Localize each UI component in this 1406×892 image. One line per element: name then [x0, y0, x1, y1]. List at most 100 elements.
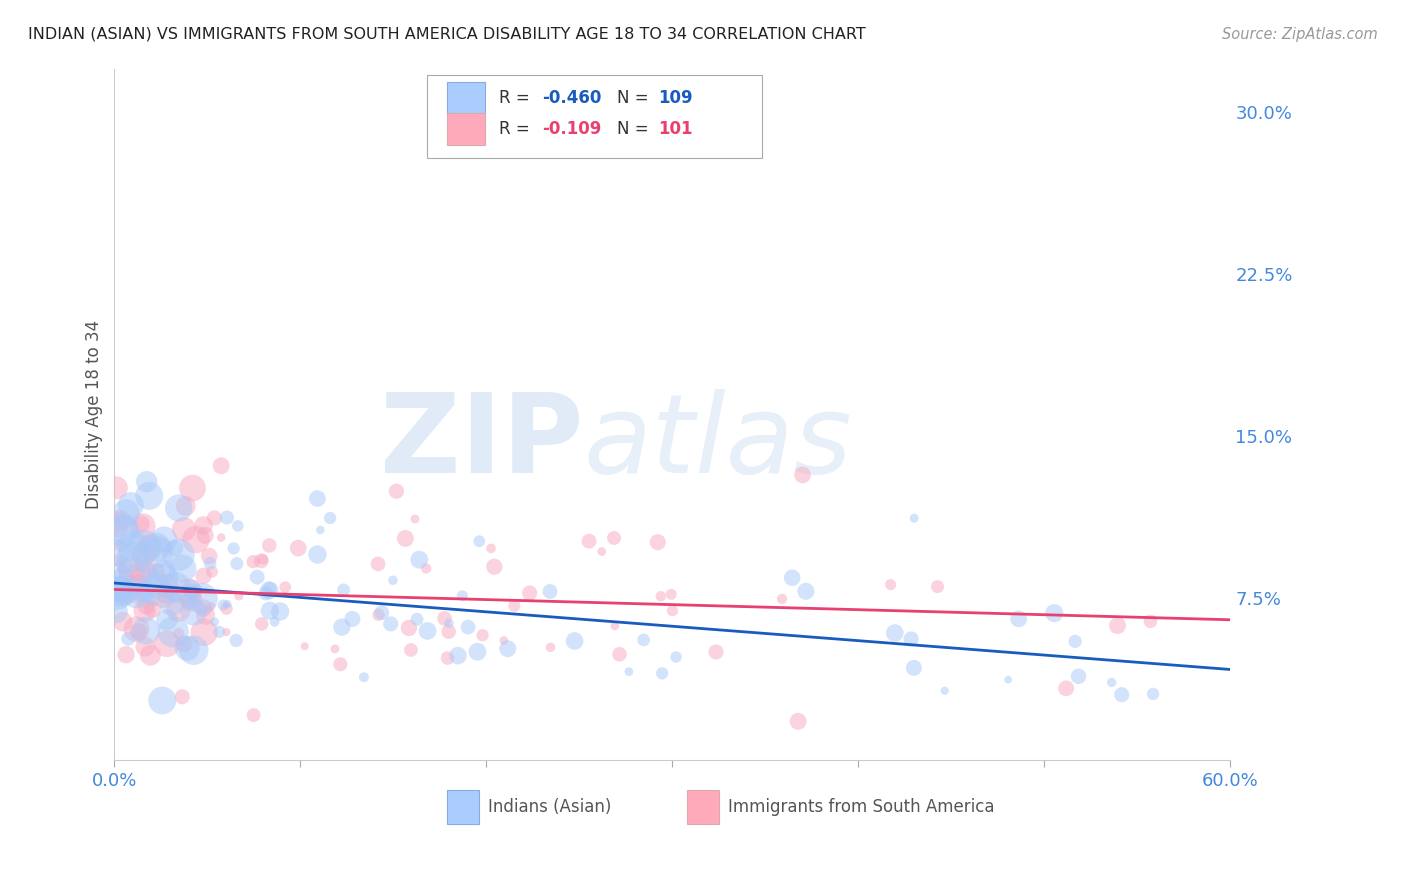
- Point: [259, 582, 281, 596]
- Point: [108, 513, 131, 527]
- Point: [135, 586, 157, 600]
- Point: [1101, 675, 1123, 690]
- Point: [131, 585, 153, 599]
- Point: [160, 597, 183, 611]
- Point: [132, 538, 155, 552]
- Point: [155, 579, 177, 593]
- Point: [180, 593, 202, 607]
- Point: [883, 626, 905, 640]
- Point: [112, 558, 135, 573]
- Point: [117, 632, 139, 646]
- Point: [309, 523, 332, 537]
- Point: [139, 540, 162, 554]
- Point: [152, 572, 174, 586]
- Point: [704, 645, 727, 659]
- Point: [437, 624, 460, 639]
- Point: [167, 626, 190, 640]
- Point: [138, 489, 160, 503]
- Point: [180, 582, 202, 596]
- Point: [193, 601, 215, 615]
- Point: [135, 624, 157, 638]
- Text: ZIP: ZIP: [380, 389, 583, 496]
- Point: [145, 565, 167, 579]
- Point: [226, 519, 249, 533]
- Point: [468, 534, 491, 549]
- Point: [1043, 606, 1066, 620]
- Point: [332, 582, 354, 597]
- Point: [132, 548, 155, 562]
- Point: [198, 557, 221, 571]
- Point: [578, 534, 600, 549]
- Point: [496, 641, 519, 656]
- Point: [436, 651, 458, 665]
- Point: [780, 571, 803, 585]
- Point: [128, 566, 150, 580]
- Point: [163, 541, 186, 556]
- Point: [617, 665, 640, 679]
- Point: [111, 561, 134, 575]
- Point: [112, 522, 135, 536]
- Point: [152, 565, 174, 579]
- Point: [259, 538, 281, 552]
- Text: 101: 101: [658, 120, 692, 137]
- Point: [121, 550, 143, 565]
- Point: [564, 634, 586, 648]
- Point: [193, 518, 215, 533]
- Point: [153, 533, 176, 547]
- Point: [127, 579, 149, 593]
- Point: [1107, 618, 1129, 632]
- Point: [252, 552, 274, 566]
- Point: [254, 586, 277, 600]
- Text: 109: 109: [658, 89, 693, 107]
- Point: [135, 599, 157, 614]
- Point: [603, 531, 626, 545]
- Point: [246, 570, 269, 584]
- Point: [105, 546, 128, 560]
- Point: [353, 670, 375, 684]
- Point: [173, 522, 195, 536]
- Point: [204, 615, 226, 629]
- Point: [342, 612, 364, 626]
- Point: [110, 538, 132, 552]
- Point: [142, 591, 165, 606]
- Point: [163, 589, 186, 603]
- Point: [927, 580, 949, 594]
- Point: [156, 613, 179, 627]
- Point: [193, 569, 215, 583]
- Point: [242, 708, 264, 723]
- Point: [770, 591, 793, 606]
- Text: N =: N =: [617, 120, 654, 137]
- Point: [145, 540, 167, 554]
- Point: [307, 548, 329, 562]
- Point: [129, 516, 152, 531]
- Point: [172, 561, 194, 575]
- Point: [107, 553, 129, 567]
- Point: [167, 501, 190, 516]
- Point: [903, 661, 925, 675]
- FancyBboxPatch shape: [447, 790, 479, 824]
- Point: [138, 568, 160, 582]
- Point: [404, 512, 426, 526]
- Point: [125, 586, 148, 600]
- Point: [200, 599, 222, 614]
- Point: [479, 541, 502, 556]
- Point: [105, 517, 128, 532]
- Point: [647, 535, 669, 549]
- Point: [787, 714, 810, 729]
- Point: [371, 606, 394, 620]
- Point: [215, 510, 238, 524]
- Point: [381, 574, 404, 588]
- Point: [146, 545, 169, 559]
- Point: [145, 579, 167, 593]
- Point: [108, 582, 131, 596]
- Point: [162, 624, 184, 639]
- Point: [659, 587, 682, 601]
- Point: [380, 616, 402, 631]
- Point: [153, 588, 176, 602]
- Point: [367, 607, 389, 622]
- Point: [330, 620, 353, 634]
- Point: [471, 628, 494, 642]
- Point: [225, 557, 247, 571]
- Text: R =: R =: [499, 89, 536, 107]
- Text: Source: ZipAtlas.com: Source: ZipAtlas.com: [1222, 27, 1378, 42]
